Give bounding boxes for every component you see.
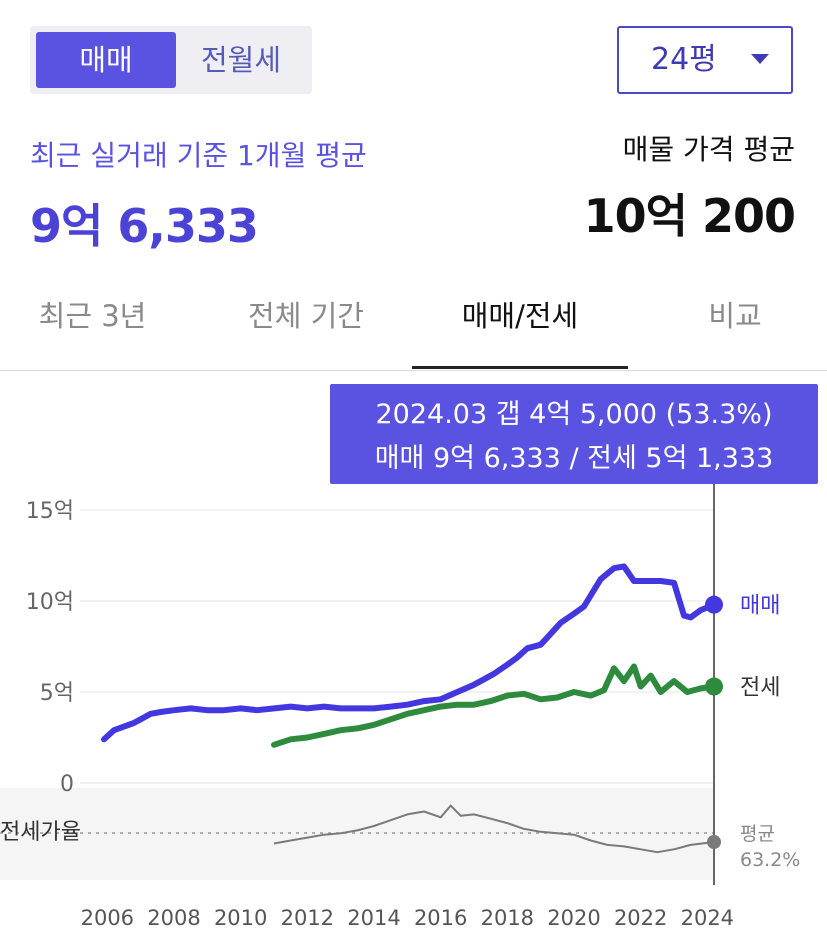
- period-tabs: 최근 3년 전체 기간 매매/전세 비교: [0, 290, 827, 370]
- chart-tooltip: 2024.03 갭 4억 5,000 (53.3%) 매매 9억 6,333 /…: [330, 384, 818, 484]
- ratio-label: 전세가율: [0, 820, 81, 845]
- x-tick-label: 2022: [614, 906, 667, 930]
- trade-type-toggle: 매매 전월세: [30, 26, 312, 94]
- sale-endpoint-dot: [705, 595, 723, 614]
- tab-all-period[interactable]: 전체 기간: [248, 299, 364, 333]
- ratio-layer: 전세가율 평균 63.2%: [0, 804, 800, 871]
- tooltip-price-line: 매매 9억 6,333 / 전세 5억 1,333: [374, 443, 774, 474]
- sale-series-label: 매매: [740, 594, 780, 619]
- tabs-divider: [0, 370, 827, 371]
- tab-recent-3-years[interactable]: 최근 3년: [38, 299, 147, 333]
- x-tick-label: 2018: [481, 906, 534, 930]
- listing-average-label: 매물 가격 평균: [622, 133, 795, 166]
- x-tick-label: 2020: [547, 906, 600, 930]
- tab-compare[interactable]: 비교: [708, 299, 762, 333]
- jeonse-endpoint-dot: [705, 677, 723, 696]
- series-line-sale: [101, 563, 717, 743]
- ratio-average-label: 평균: [740, 823, 775, 845]
- ratio-endpoint-dot: [707, 835, 721, 849]
- y-tick-label: 10억: [26, 590, 74, 615]
- listing-average-value: 10억 200: [583, 189, 796, 243]
- gridlines: [80, 509, 715, 784]
- ratio-line: [273, 804, 715, 854]
- y-tick-label: 5억: [40, 681, 74, 706]
- x-tick-label: 2006: [81, 906, 134, 930]
- series-line-jeonse: [271, 663, 717, 748]
- ratio-average-value: 63.2%: [740, 849, 800, 871]
- y-axis-labels: 15억 10억 5억 0: [26, 499, 74, 797]
- jeonse-series-label: 전세: [740, 676, 780, 701]
- x-tick-label: 2014: [347, 906, 400, 930]
- rent-toggle-button[interactable]: 전월세: [200, 43, 282, 77]
- ratio-panel-background: [0, 788, 715, 880]
- x-tick-label: 2010: [214, 906, 267, 930]
- recent-average-value: 9억 6,333: [30, 199, 259, 253]
- x-axis-labels: 2006 2008 2010 2012 2014 2016 2018 2020 2022 2024: [81, 906, 734, 930]
- recent-average-label: 최근 실거래 기준 1개월 평균: [30, 139, 367, 172]
- x-tick-label: 2024: [681, 906, 734, 930]
- sale-toggle-button[interactable]: 매매: [36, 32, 176, 88]
- chevron-down-icon: [751, 54, 769, 64]
- area-size-label: 24평: [651, 42, 717, 77]
- tooltip-gap-line: 2024.03 갭 4억 5,000 (53.3%): [375, 399, 773, 430]
- area-size-dropdown[interactable]: 24평: [617, 26, 793, 94]
- y-tick-label: 15억: [26, 499, 74, 524]
- x-tick-label: 2008: [147, 906, 200, 930]
- active-tab-indicator: [412, 366, 628, 369]
- tab-sale-jeonse[interactable]: 매매/전세: [461, 299, 579, 333]
- x-tick-label: 2016: [414, 906, 467, 930]
- series-layer: [101, 563, 717, 748]
- x-tick-label: 2012: [281, 906, 334, 930]
- y-tick-label: 0: [60, 772, 74, 797]
